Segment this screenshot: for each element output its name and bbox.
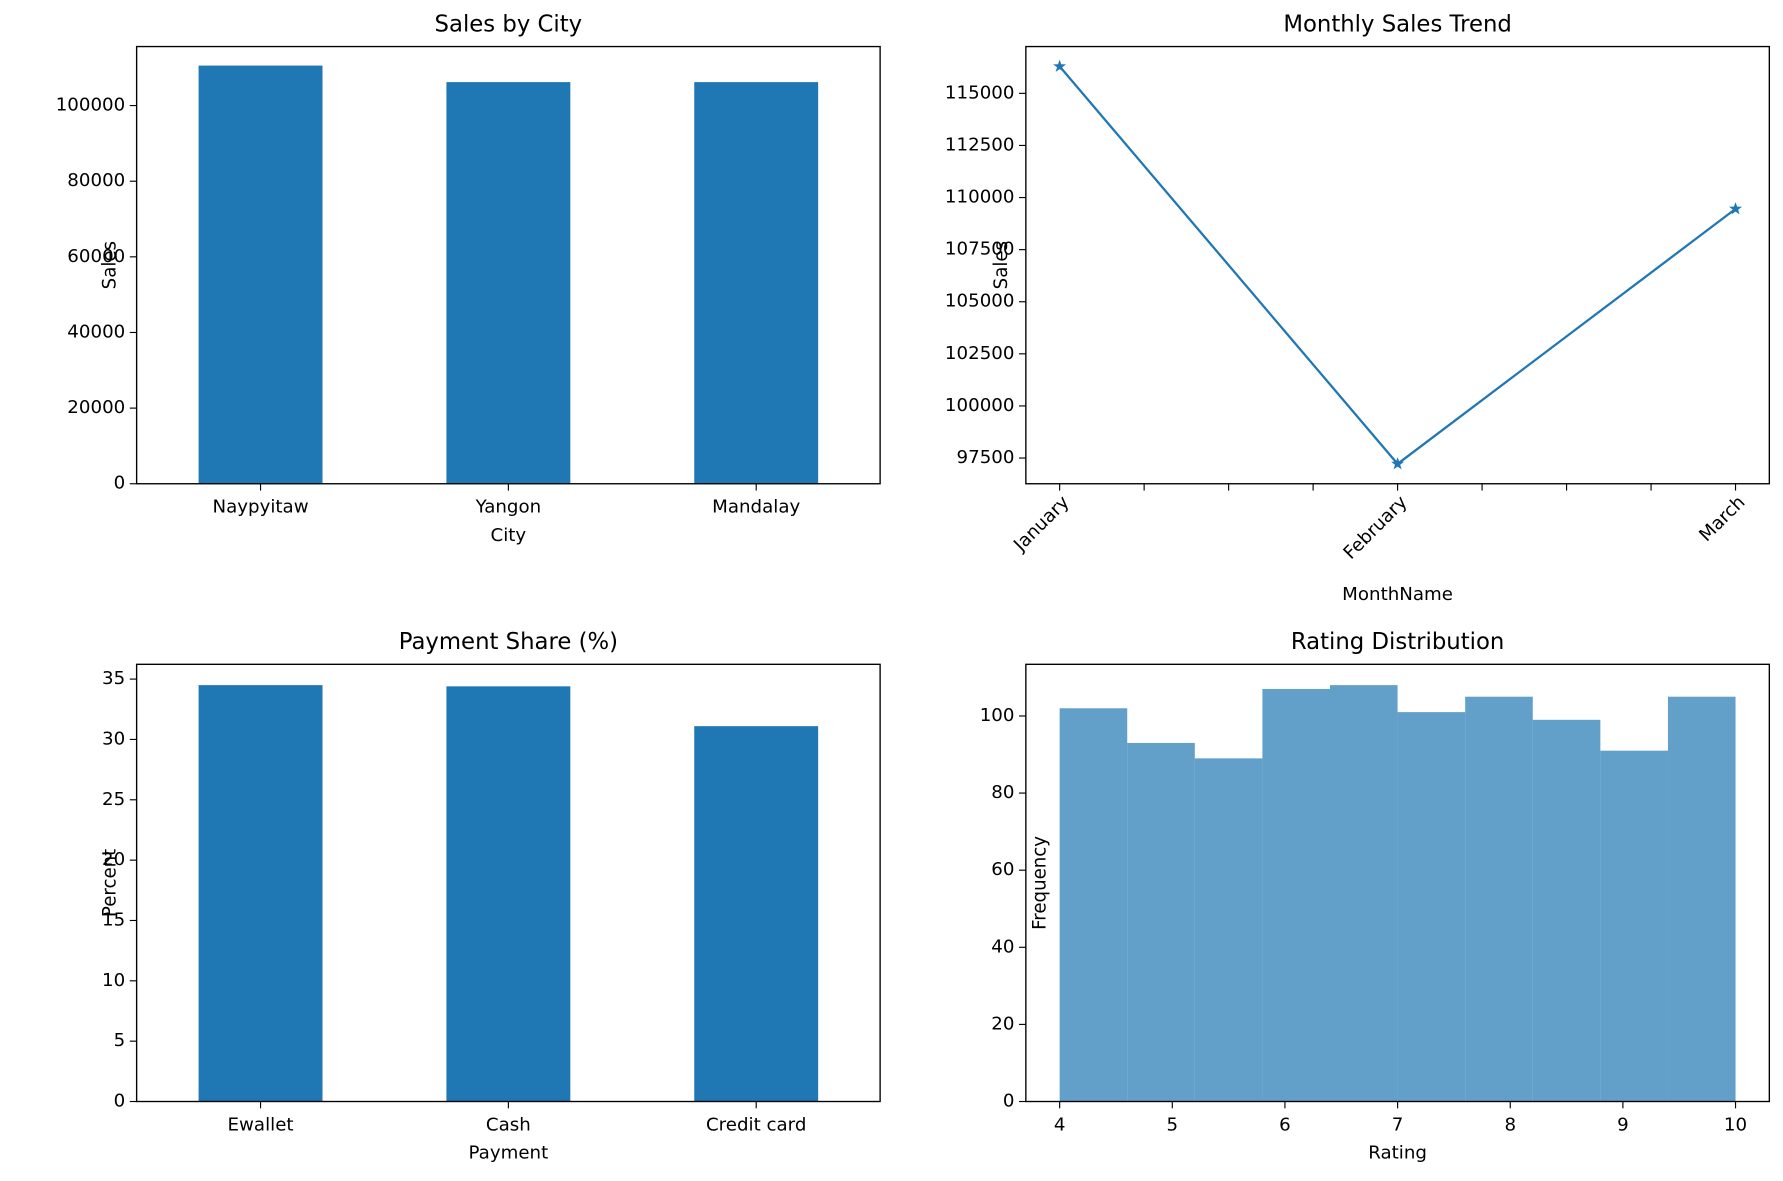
y-tick-label: 15	[102, 909, 125, 930]
y-tick-label: 40	[991, 936, 1014, 957]
histogram-bar	[1330, 685, 1398, 1102]
x-axis-label: Payment	[469, 1143, 549, 1164]
y-tick-label: 0	[114, 1091, 126, 1112]
subplot: Rating Distribution 0 20 40 60 80 100 Frequency…	[980, 629, 1771, 1164]
marker	[1729, 202, 1743, 215]
y-tick-label: 80000	[67, 170, 125, 191]
x-axis-label: MonthName	[1342, 584, 1453, 605]
y-tick-label: 25	[102, 789, 125, 810]
y-axis-label: Sales	[99, 241, 120, 289]
y-tick-label: 100000	[945, 395, 1015, 416]
y-tick-label: 60000	[67, 246, 125, 267]
x-tick-label: 6	[1279, 1114, 1291, 1135]
x-tick-label: 4	[1054, 1114, 1066, 1135]
y-tick-label: 0	[1003, 1091, 1015, 1112]
histogram-bar	[1600, 750, 1668, 1102]
axes-frame	[1025, 45, 1771, 485]
x-tick-label: Cash	[486, 1114, 531, 1135]
y-tick-label: 97500	[957, 447, 1015, 468]
x-tick-label: Naypyitaw	[212, 497, 308, 518]
y-tick-label: 20	[991, 1013, 1014, 1034]
marker	[1053, 59, 1067, 72]
x-axis-label: Rating	[1368, 1143, 1427, 1164]
x-tick-label: Credit card	[706, 1114, 806, 1135]
y-axis-label: Percent	[99, 849, 120, 917]
x-tick-label: 5	[1166, 1114, 1178, 1135]
x-axis-label: City	[491, 525, 527, 546]
x-tick-label: Ewallet	[228, 1114, 294, 1135]
subplot-title: Rating Distribution	[1291, 629, 1504, 655]
bar	[694, 82, 819, 484]
histogram-bar	[1127, 742, 1195, 1102]
bar	[446, 82, 571, 484]
histogram-bar	[1532, 719, 1601, 1102]
bar	[198, 65, 323, 484]
subplot-title: Monthly Sales Trend	[1283, 12, 1512, 38]
x-tick-label: February	[1340, 492, 1412, 564]
y-axis-label: Frequency	[1030, 836, 1051, 930]
bar	[446, 686, 571, 1102]
x-tick-label: 10	[1724, 1114, 1747, 1135]
x-tick-label: March	[1695, 492, 1749, 546]
y-tick-label: 80	[991, 782, 1014, 803]
y-tick-label: 0	[114, 473, 126, 494]
y-tick-label: 107500	[945, 239, 1015, 260]
x-tick-label: Mandalay	[712, 497, 800, 518]
y-tick-label: 60	[991, 859, 1014, 880]
x-tick-label: 9	[1617, 1114, 1629, 1135]
subplot: Monthly Sales Trend 97500 100000 102500 1050…	[945, 12, 1771, 605]
y-tick-label: 102500	[945, 343, 1015, 364]
axes-frame	[1025, 663, 1771, 1103]
y-tick-label: 30	[102, 728, 125, 749]
bar	[198, 685, 323, 1102]
subplot: Sales by City 0 20000 40000 60000 80000 100000…	[56, 12, 881, 546]
y-tick-label: 110000	[945, 187, 1015, 208]
y-tick-label: 35	[102, 668, 125, 689]
histogram-bar	[1397, 712, 1466, 1102]
axes-frame	[135, 45, 881, 485]
y-tick-label: 10	[102, 970, 125, 991]
subplot: Payment Share (%) 0 5 10 15 20 25 30 35 Percent Pa…	[99, 629, 881, 1164]
histogram-bar	[1465, 696, 1533, 1102]
histogram-bar	[1059, 708, 1128, 1102]
y-tick-label: 40000	[67, 321, 125, 342]
line	[1058, 65, 1737, 466]
y-tick-label: 105000	[945, 291, 1015, 312]
x-tick-label: 8	[1504, 1114, 1516, 1135]
y-tick-label: 5	[114, 1030, 126, 1051]
x-tick-label: January	[1009, 492, 1074, 556]
y-tick-label: 100	[980, 705, 1015, 726]
axes-frame	[135, 663, 881, 1103]
bar	[694, 726, 819, 1102]
histogram-bar	[1194, 758, 1263, 1102]
x-tick-label: Yangon	[475, 497, 542, 518]
x-tick-label: 7	[1392, 1114, 1404, 1135]
marker	[1391, 457, 1405, 470]
histogram-bar	[1262, 688, 1331, 1102]
y-axis-label: Sales	[991, 241, 1012, 289]
y-tick-label: 20	[102, 849, 125, 870]
y-tick-label: 115000	[945, 82, 1015, 103]
y-tick-label: 100000	[56, 95, 126, 116]
y-tick-label: 20000	[67, 397, 125, 418]
y-tick-label: 112500	[945, 134, 1015, 155]
subplot-title: Payment Share (%)	[399, 629, 618, 655]
subplot-title: Sales by City	[435, 12, 583, 38]
histogram-bar	[1667, 696, 1736, 1102]
